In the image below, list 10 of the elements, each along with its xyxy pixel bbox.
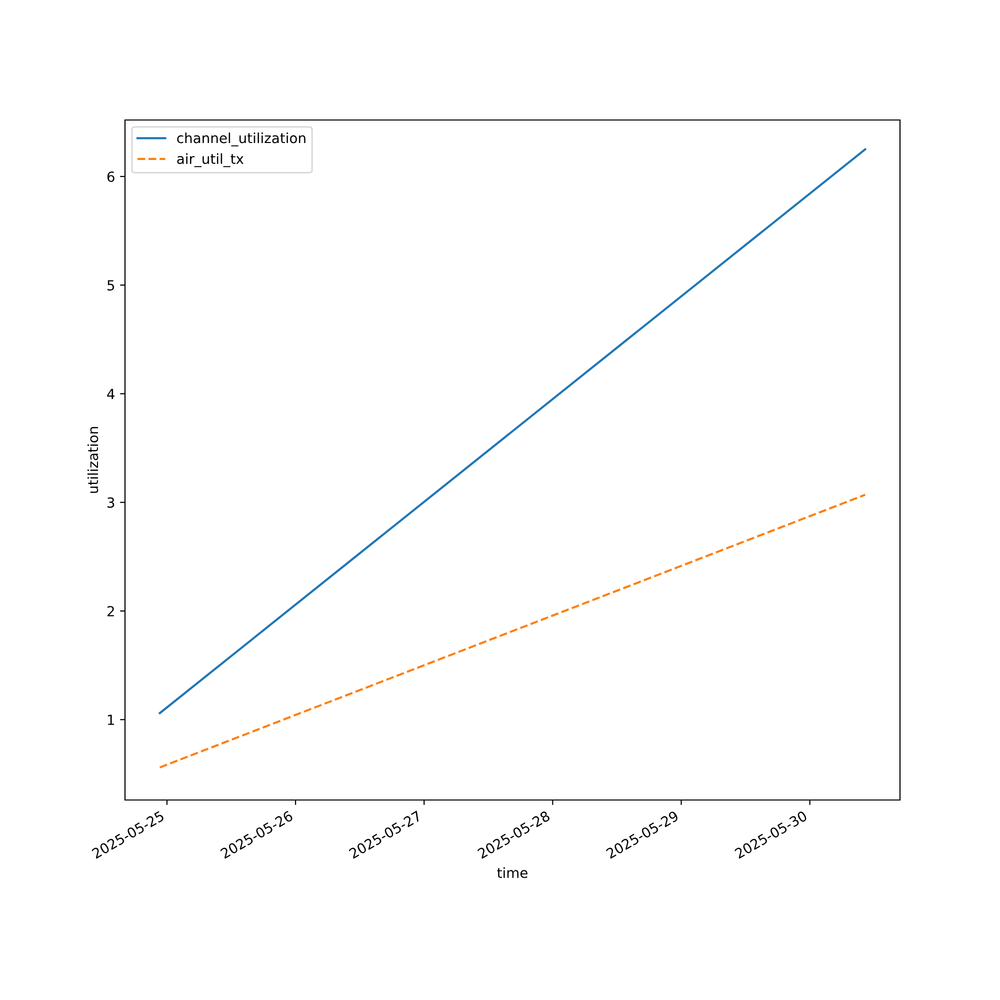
legend-label: air_util_tx (177, 153, 244, 168)
y-tick-label: 2 (107, 606, 114, 616)
legend-label: channel_utilization (177, 132, 306, 146)
x-axis-title: time (497, 867, 528, 878)
y-tick-label: 3 (108, 497, 114, 508)
y-tick-label: 5 (108, 280, 114, 291)
y-tick-label: 6 (107, 171, 114, 182)
y-axis-title: utilization (87, 427, 98, 493)
y-tick-label: 1 (108, 714, 114, 725)
y-tick-label: 4 (107, 388, 114, 400)
